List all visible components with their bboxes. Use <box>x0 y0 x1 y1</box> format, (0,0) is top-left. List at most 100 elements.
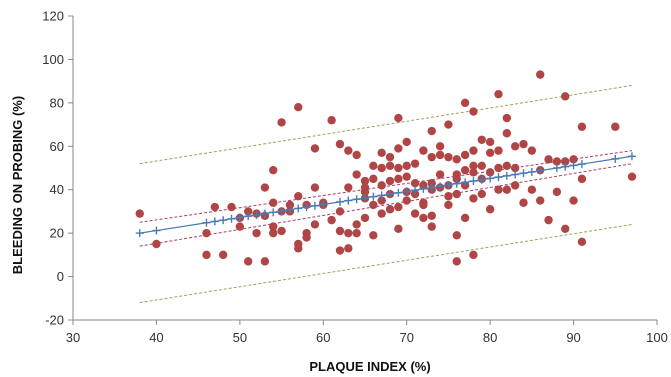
data-point <box>519 139 528 149</box>
data-point <box>485 205 495 214</box>
data-point <box>352 228 361 238</box>
data-point <box>502 185 512 194</box>
data-point <box>410 179 420 188</box>
fitted-marker <box>294 204 303 213</box>
data-point <box>352 220 361 229</box>
data-point <box>310 220 320 229</box>
data-point <box>335 207 345 216</box>
x-tick-label: 60 <box>316 330 330 345</box>
data-point <box>402 161 411 171</box>
fitted-marker <box>561 162 570 171</box>
fitted-marker <box>219 216 228 225</box>
data-point <box>377 163 386 173</box>
y-tick-label: 80 <box>50 95 64 110</box>
data-point <box>510 163 520 173</box>
data-point <box>502 161 512 171</box>
fitted-marker <box>152 226 161 235</box>
fitted-marker <box>235 213 244 222</box>
data-point <box>360 213 370 223</box>
data-point <box>561 224 570 233</box>
data-point <box>469 250 478 260</box>
data-points <box>135 70 637 266</box>
data-point <box>485 148 495 157</box>
fitted-marker <box>277 206 286 215</box>
data-point <box>536 70 545 79</box>
data-point <box>502 113 512 123</box>
fitted-marker <box>285 205 294 214</box>
data-point <box>435 142 445 151</box>
prediction-band-lower <box>139 223 633 304</box>
fitted-marker <box>427 183 436 192</box>
data-point <box>460 213 470 223</box>
data-point <box>135 209 144 218</box>
fitted-marker <box>377 191 386 200</box>
x-tick-label: 90 <box>566 330 580 345</box>
fitted-marker <box>569 161 578 170</box>
fitted-marker <box>552 164 561 172</box>
data-point <box>510 142 520 151</box>
data-point <box>577 122 587 131</box>
data-point <box>452 257 461 266</box>
fitted-marker <box>394 188 403 197</box>
fitted-marker <box>202 218 211 227</box>
data-point <box>294 103 303 112</box>
data-point <box>444 152 453 162</box>
prediction-band-upper <box>139 84 633 165</box>
data-point <box>269 228 278 238</box>
x-tick-label: 30 <box>66 330 80 345</box>
data-point <box>427 152 436 162</box>
x-tick-label: 50 <box>233 330 247 345</box>
fitted-marker <box>502 171 511 180</box>
data-point <box>302 233 311 242</box>
axes <box>68 15 658 325</box>
data-point <box>494 185 503 194</box>
fitted-marker <box>310 201 319 210</box>
data-point <box>444 200 453 210</box>
y-tick-label: -20 <box>45 313 64 328</box>
fitted-marker <box>135 229 144 238</box>
data-point <box>310 144 320 153</box>
data-point <box>519 198 528 207</box>
data-point <box>494 146 503 155</box>
data-point <box>260 183 270 192</box>
x-tick-label: 70 <box>399 330 413 345</box>
data-point <box>410 209 420 218</box>
fitted-marker <box>227 214 236 223</box>
y-tick-label: 40 <box>50 182 64 197</box>
data-point <box>260 257 270 266</box>
data-point <box>427 222 436 231</box>
fitted-marker <box>369 192 378 201</box>
data-point <box>460 98 470 108</box>
data-point <box>369 231 378 240</box>
data-point <box>402 172 411 181</box>
fitted-marker <box>269 208 278 217</box>
confidence-band-lower <box>139 163 633 247</box>
data-point <box>294 192 303 201</box>
data-point <box>277 226 286 236</box>
fitted-marker <box>527 167 536 176</box>
y-tick-label: 120 <box>42 9 64 24</box>
data-point <box>452 231 461 240</box>
data-point <box>427 179 436 188</box>
data-point <box>477 135 486 144</box>
data-point <box>494 89 503 99</box>
data-point <box>444 192 453 201</box>
data-point <box>494 163 503 173</box>
x-tick-label: 40 <box>149 330 163 345</box>
fitted-marker <box>477 175 486 184</box>
data-point <box>344 228 353 238</box>
data-point <box>452 189 461 199</box>
data-point <box>369 161 378 171</box>
fitted-marker <box>244 212 253 221</box>
data-point <box>527 185 537 194</box>
data-point <box>377 209 386 218</box>
fitted-marker <box>419 184 428 193</box>
data-point <box>327 215 336 225</box>
data-point <box>485 137 495 147</box>
data-point <box>227 202 236 212</box>
y-tick-label: 0 <box>57 269 64 284</box>
data-point <box>444 120 453 129</box>
fitted-marker <box>627 152 636 161</box>
fitted-marker <box>452 179 461 188</box>
fitted-marker <box>461 178 470 187</box>
